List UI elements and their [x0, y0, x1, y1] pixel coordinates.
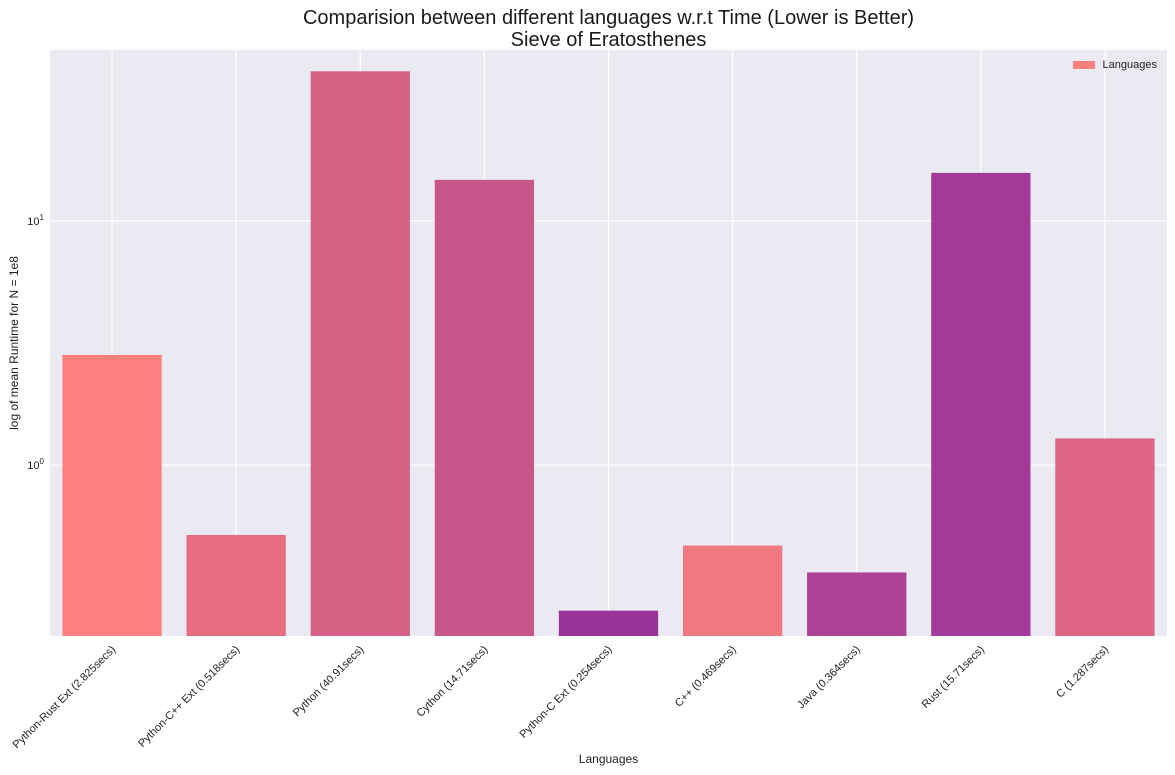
bar [807, 572, 907, 636]
chart-subtitle: Sieve of Eratosthenes [510, 29, 707, 51]
x-tick-label: Python (40.91secs) [291, 644, 367, 720]
legend-label: Languages [1102, 59, 1157, 71]
bar [310, 71, 410, 636]
x-tick-label: C++ (0.469secs) [673, 644, 739, 710]
y-tick-label: 100 [27, 457, 44, 472]
x-tick-label: Rust (15.71secs) [920, 644, 987, 711]
x-tick-label: Python-Rust Ext (2.825secs) [11, 644, 118, 751]
x-tick-label: Cython (14.71secs) [415, 644, 491, 720]
bar [682, 545, 783, 636]
bar [1055, 438, 1155, 636]
chart-title: Comparision between different languages … [302, 7, 915, 29]
bar [62, 354, 162, 636]
bar [931, 172, 1031, 636]
legend-swatch [1072, 61, 1095, 69]
x-tick-label: Python-C Ext (0.254secs) [518, 644, 615, 741]
x-tick-label: C (1.287secs) [1054, 644, 1111, 701]
bar [186, 534, 286, 636]
legend: Languages [1072, 59, 1157, 71]
y-tick-label: 101 [27, 213, 44, 228]
bar [434, 179, 535, 636]
x-axis-label: Languages [578, 752, 639, 766]
x-tick-label: Python-C++ Ext (0.518secs) [136, 644, 242, 750]
x-tick-label: Java (0.364secs) [795, 644, 863, 712]
bar [558, 610, 659, 636]
